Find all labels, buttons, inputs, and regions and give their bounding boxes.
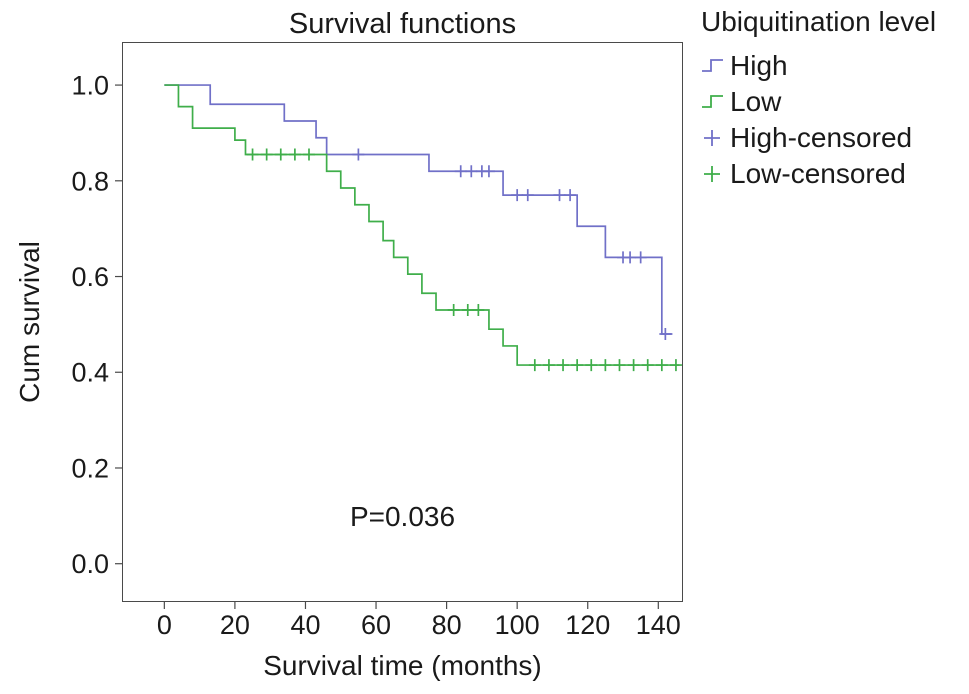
censored-mark-high	[465, 165, 478, 178]
censored-mark-high	[521, 189, 534, 202]
x-tick-label: 140	[636, 610, 681, 640]
axis-ticks: 0 20 40 60 80 100 120 140 0.0 0.2 0.4 0.6 0.8 1.0	[71, 71, 680, 641]
legend-entry-high: High	[701, 48, 965, 83]
censored-mark-high	[659, 327, 672, 340]
x-tick-label: 0	[157, 610, 172, 640]
y-tick-label: 0.8	[71, 166, 109, 196]
chart-title: Survival functions	[288, 8, 517, 40]
x-tick-label: 40	[290, 610, 320, 640]
x-tick-label: 20	[220, 610, 250, 640]
y-tick-label: 0.2	[71, 453, 109, 483]
plot-border	[122, 42, 683, 602]
legend-label: High-censored	[730, 121, 913, 153]
legend-label: Low-censored	[730, 157, 906, 189]
censored-mark-low	[669, 359, 682, 372]
plus-icon	[704, 129, 720, 146]
censored-mark-high	[624, 251, 637, 264]
legend-entry-low-censored: Low-censored	[701, 156, 965, 191]
p-value-annotation: P=0.036	[349, 501, 456, 532]
y-tick-label: 0.0	[71, 549, 109, 579]
censored-mark-low	[461, 304, 474, 317]
x-tick-label: 120	[565, 610, 610, 640]
censored-mark-high	[634, 251, 647, 264]
legend-title: Ubiquitination level	[701, 6, 937, 37]
censored-mark-low	[655, 359, 668, 372]
survival-curves	[164, 84, 680, 366]
censored-mark-low	[303, 148, 315, 161]
y-axis-label: Cum survival	[14, 241, 45, 403]
censored-mark-low	[274, 148, 287, 161]
censored-mark-high	[564, 189, 577, 202]
step-line-icon	[702, 58, 723, 72]
censored-mark-high	[511, 189, 524, 202]
x-tick-label: 80	[432, 610, 462, 640]
survival-curve-high	[164, 84, 673, 335]
legend-entries: High Low High-censored Low-censored	[701, 48, 965, 191]
censored-mark-low	[585, 359, 598, 372]
censored-mark-high	[482, 165, 495, 178]
legend: Ubiquitination level High Low High-censo…	[701, 6, 965, 191]
censored-mark-low	[542, 359, 555, 372]
censored-mark-low	[641, 359, 654, 372]
censored-mark-low	[528, 359, 541, 372]
censored-marks	[246, 148, 682, 372]
censored-mark-low	[260, 148, 273, 161]
censored-mark-high	[352, 148, 365, 161]
censored-mark-low	[613, 359, 626, 372]
legend-label: Low	[730, 85, 782, 117]
censored-mark-low	[571, 359, 584, 372]
censored-mark-low	[472, 304, 485, 317]
censored-mark-high	[553, 189, 566, 202]
y-tick-label: 0.4	[71, 358, 109, 388]
censored-mark-low	[557, 359, 570, 372]
legend-entry-low: Low	[701, 84, 965, 119]
legend-entry-high-censored: High-censored	[701, 120, 965, 155]
censored-mark-low	[599, 359, 612, 372]
y-tick-label: 1.0	[71, 71, 109, 101]
censored-mark-low	[288, 148, 301, 161]
x-tick-label: 60	[361, 610, 391, 640]
x-axis-label: Survival time (months)	[263, 650, 542, 681]
plus-icon	[704, 165, 720, 182]
y-tick-label: 0.6	[71, 262, 109, 292]
censored-mark-high	[454, 165, 467, 178]
survival-plot: 0 20 40 60 80 100 120 140 0.0 0.2 0.4 0.6 0.8 1.0	[71, 42, 683, 640]
censored-mark-low	[627, 359, 640, 372]
censored-mark-low	[246, 148, 259, 161]
step-line-icon	[702, 94, 723, 108]
survival-curve-low	[164, 84, 680, 366]
censored-mark-low	[447, 304, 460, 317]
legend-label: High	[730, 49, 788, 81]
x-tick-label: 100	[495, 610, 540, 640]
